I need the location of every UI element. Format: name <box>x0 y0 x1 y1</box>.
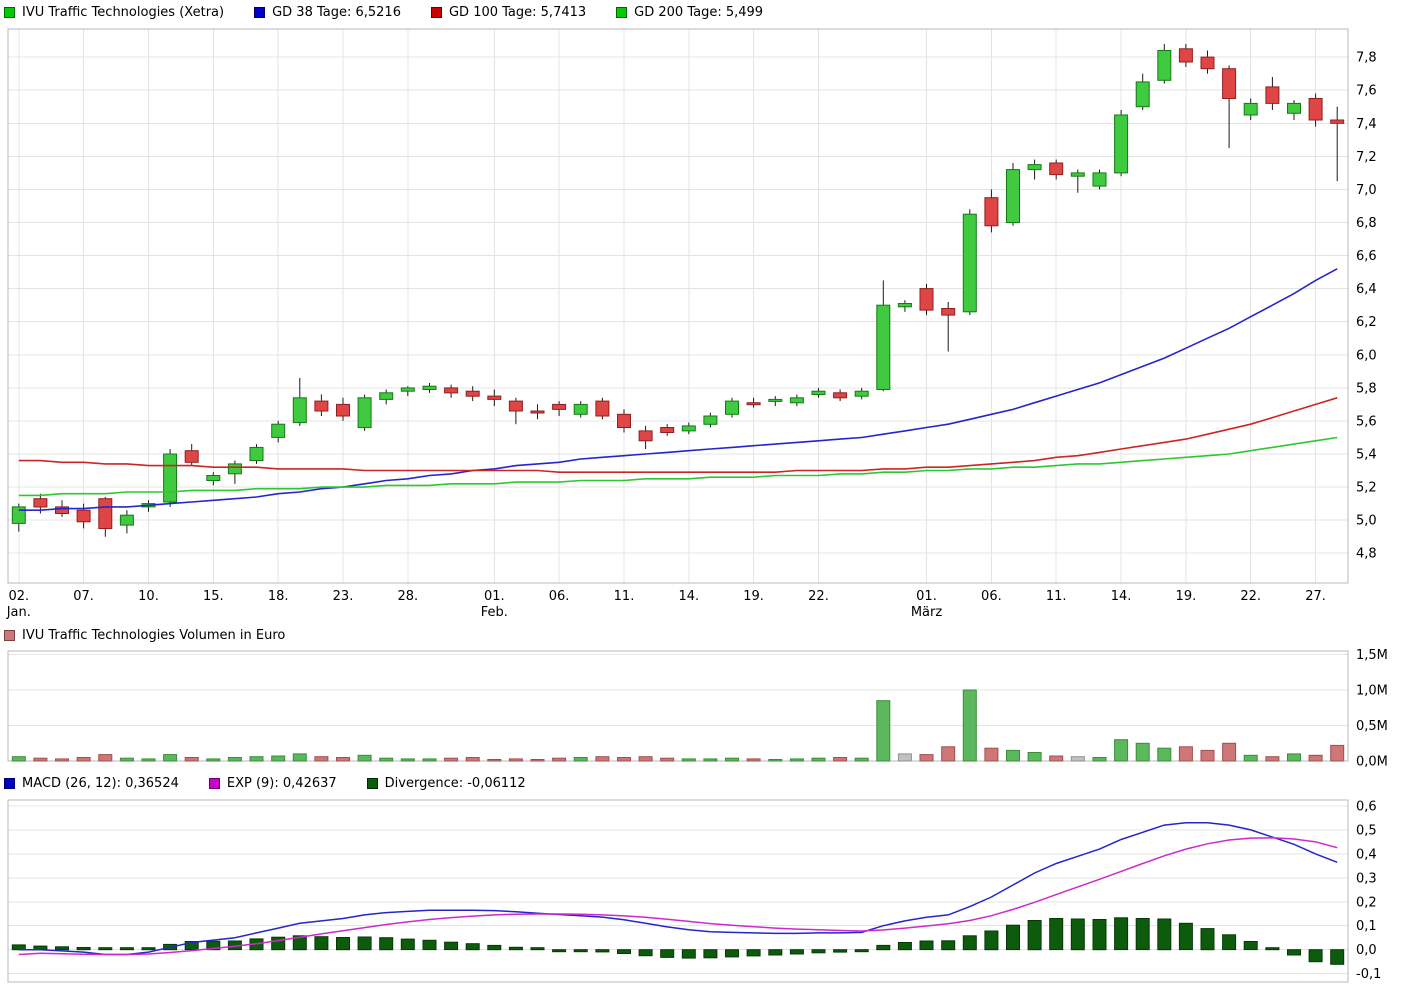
price-candlestick-chart: 02.Jan.07. 10. 15. 18. 23. 28. 01.Feb.06. 11. 14… <box>6 28 1377 620</box>
svg-text:22.: 22. <box>808 589 829 604</box>
svg-text:0,5: 0,5 <box>1356 823 1377 838</box>
svg-text:23.: 23. <box>333 589 354 604</box>
legend-label-instrument: IVU Traffic Technologies (Xetra) <box>22 5 225 20</box>
svg-text:5,2: 5,2 <box>1356 481 1377 496</box>
volume-bar-chart: 0,0M 0,5M 1,0M 1,5M <box>7 648 1388 770</box>
svg-text:0,1: 0,1 <box>1356 919 1377 934</box>
svg-text:15.: 15. <box>203 589 224 604</box>
legend-item-gd200: GD 200 Tage: 5,499 <box>616 5 763 20</box>
svg-text:5,0: 5,0 <box>1356 514 1377 529</box>
svg-text:7,2: 7,2 <box>1356 150 1377 165</box>
gd38-color-swatch <box>254 7 266 18</box>
svg-text:-0,1: -0,1 <box>1356 967 1381 982</box>
legend-item-volume: IVU Traffic Technologies Volumen in Euro <box>4 628 285 643</box>
svg-text:0,0M: 0,0M <box>1356 755 1388 770</box>
legend-item-instrument: IVU Traffic Technologies (Xetra) <box>4 5 224 20</box>
svg-text:6,4: 6,4 <box>1356 282 1377 297</box>
legend-item-exp: EXP (9): 0,42637 <box>208 776 337 791</box>
macd-color-swatch <box>4 778 15 789</box>
legend-label-gd100: GD 100 Tage: 5,7413 <box>448 5 587 20</box>
svg-text:6,8: 6,8 <box>1356 216 1377 231</box>
svg-text:0,4: 0,4 <box>1356 847 1377 862</box>
svg-text:02.: 02. <box>8 589 29 604</box>
svg-text:6,2: 6,2 <box>1356 315 1377 330</box>
svg-text:7,4: 7,4 <box>1356 117 1377 132</box>
svg-text:0,0: 0,0 <box>1356 943 1377 958</box>
svg-text:18.: 18. <box>268 589 289 604</box>
legend-item-macd: MACD (26, 12): 0,36524 <box>4 776 179 791</box>
svg-text:7,6: 7,6 <box>1356 84 1377 99</box>
svg-text:Feb.: Feb. <box>481 605 508 620</box>
svg-text:6,6: 6,6 <box>1356 249 1377 264</box>
svg-text:März: März <box>911 605 943 620</box>
svg-text:14.: 14. <box>1111 589 1132 604</box>
svg-text:07.: 07. <box>73 589 94 604</box>
svg-text:1,0M: 1,0M <box>1356 684 1388 699</box>
svg-text:5,6: 5,6 <box>1356 414 1377 429</box>
volume-color-swatch <box>4 630 15 641</box>
svg-text:7,8: 7,8 <box>1356 51 1377 66</box>
svg-text:7,0: 7,0 <box>1356 183 1377 198</box>
svg-text:14.: 14. <box>678 589 699 604</box>
svg-text:27.: 27. <box>1305 589 1326 604</box>
svg-text:11.: 11. <box>1046 589 1067 604</box>
svg-text:19.: 19. <box>1176 589 1197 604</box>
legend-label-divergence: Divergence: -0,06112 <box>384 776 526 791</box>
svg-text:19.: 19. <box>743 589 764 604</box>
svg-text:11.: 11. <box>614 589 635 604</box>
svg-text:10.: 10. <box>138 589 159 604</box>
svg-text:06.: 06. <box>549 589 570 604</box>
price-legend: IVU Traffic Technologies (Xetra) GD 38 T… <box>0 0 1410 23</box>
legend-item-gd100: GD 100 Tage: 5,7413 <box>430 5 587 20</box>
macd-indicator-chart: -0,1 0,0 0,1 0,2 0,3 0,4 0,5 0,6 <box>7 799 1381 983</box>
svg-text:0,6: 0,6 <box>1356 800 1377 815</box>
svg-text:06.: 06. <box>981 589 1002 604</box>
svg-text:4,8: 4,8 <box>1356 547 1377 562</box>
svg-text:5,4: 5,4 <box>1356 448 1377 463</box>
svg-text:0,2: 0,2 <box>1356 895 1377 910</box>
legend-item-gd38: GD 38 Tage: 6,5216 <box>254 5 401 20</box>
legend-label-gd200: GD 200 Tage: 5,499 <box>634 5 764 20</box>
legend-label-macd: MACD (26, 12): 0,36524 <box>22 776 179 791</box>
instrument-color-swatch <box>4 7 15 18</box>
legend-label-gd38: GD 38 Tage: 6,5216 <box>272 5 401 20</box>
svg-text:01.: 01. <box>484 589 505 604</box>
svg-text:6,0: 6,0 <box>1356 348 1377 363</box>
legend-item-divergence: Divergence: -0,06112 <box>366 776 526 791</box>
svg-text:0,3: 0,3 <box>1356 871 1377 886</box>
divergence-color-swatch <box>366 778 378 789</box>
gd200-color-swatch <box>616 7 628 18</box>
exp-color-swatch <box>208 778 220 789</box>
volume-legend: IVU Traffic Technologies Volumen in Euro <box>0 623 1410 646</box>
gd100-color-swatch <box>430 7 442 18</box>
svg-text:1,5M: 1,5M <box>1356 648 1388 663</box>
svg-text:01.: 01. <box>916 589 937 604</box>
legend-label-exp: EXP (9): 0,42637 <box>226 776 337 791</box>
svg-text:22.: 22. <box>1240 589 1261 604</box>
svg-text:28.: 28. <box>397 589 418 604</box>
svg-text:5,8: 5,8 <box>1356 381 1377 396</box>
legend-label-volume: IVU Traffic Technologies Volumen in Euro <box>22 628 286 643</box>
svg-text:0,5M: 0,5M <box>1356 719 1388 734</box>
macd-legend: MACD (26, 12): 0,36524 EXP (9): 0,42637 … <box>0 771 1410 794</box>
svg-text:Jan.: Jan. <box>6 605 31 620</box>
